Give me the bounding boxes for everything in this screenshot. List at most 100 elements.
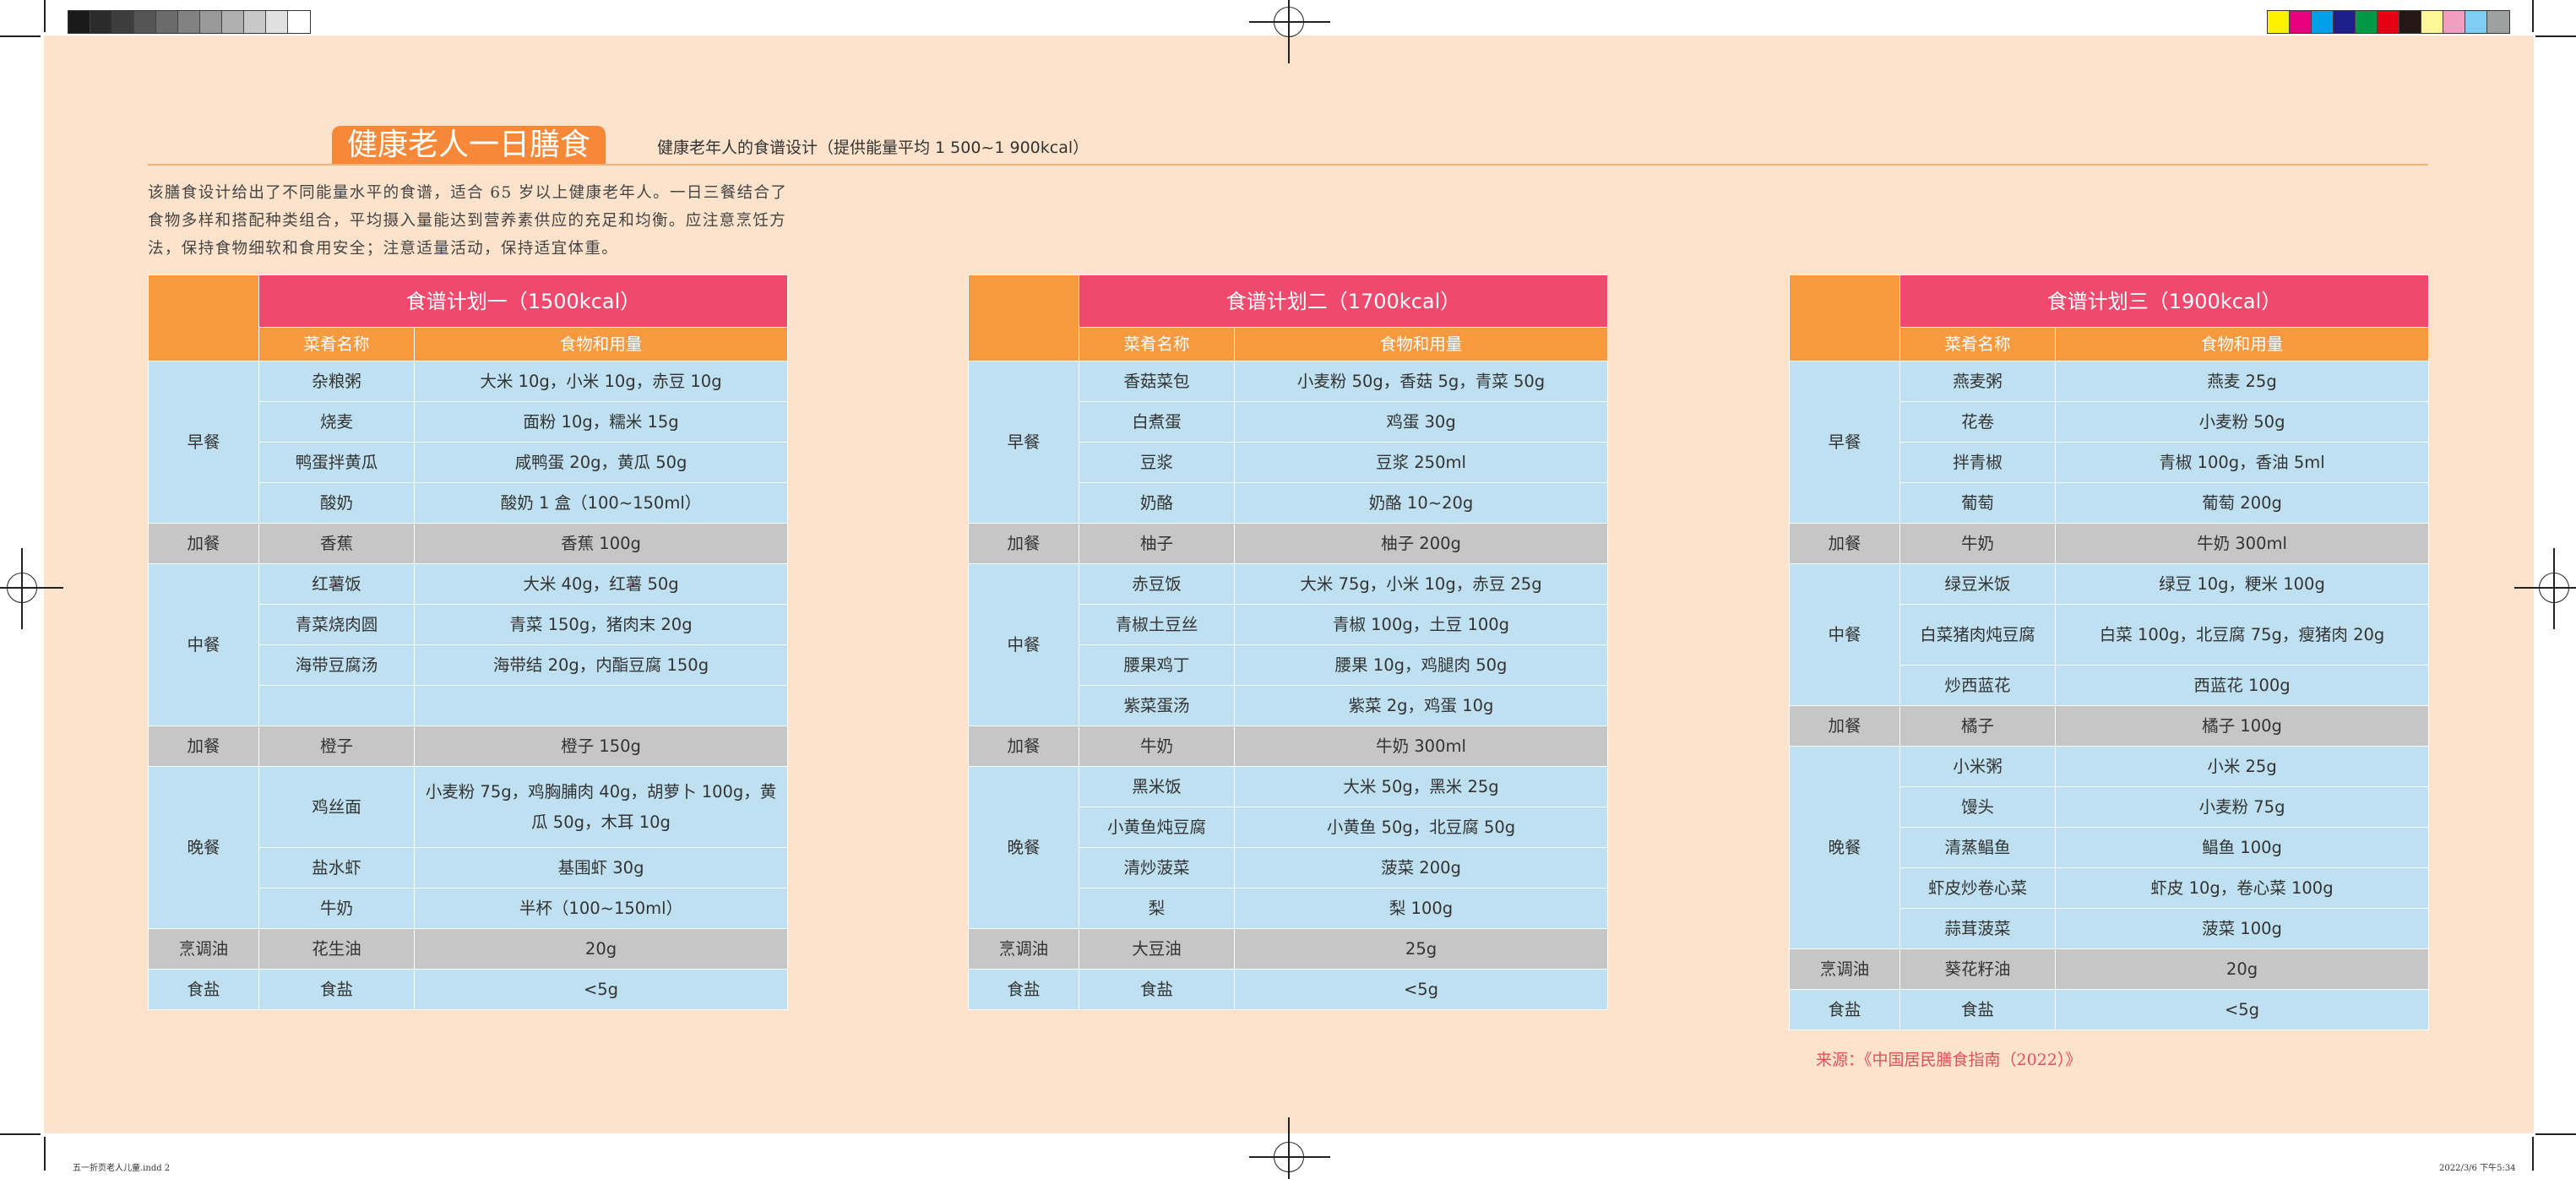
column-header-food: 食物和用量 bbox=[413, 327, 789, 361]
food-cell: 咸鸭蛋 20g，黄瓜 50g bbox=[413, 442, 789, 483]
dish-cell: 赤豆饭 bbox=[1079, 563, 1235, 605]
meal-cell: 晚餐 bbox=[968, 766, 1079, 929]
dish-cell: 牛奶 bbox=[1079, 725, 1235, 767]
meal-plan-table-1: 食谱计划一（1500kcal） 菜肴名称 食物和用量 早餐 杂粮粥 大米 10g，小米 1… bbox=[148, 274, 789, 1010]
table-row: 梨梨 100g bbox=[969, 888, 1609, 929]
dish-cell: 奶酪 bbox=[1079, 482, 1235, 524]
food-cell: 菠菜 200g bbox=[1233, 847, 1609, 888]
food-cell: <5g bbox=[413, 969, 789, 1010]
meal-cell: 食盐 bbox=[968, 969, 1079, 1010]
table-row: 拌青椒 青椒 100g，香油 5ml bbox=[1790, 442, 2430, 483]
table-row: 酸奶 酸奶 1 盒（100~150ml） bbox=[149, 482, 789, 524]
color-swatch bbox=[222, 11, 244, 33]
table-row: 中餐 红薯饭 大米 40g，红薯 50g bbox=[148, 563, 789, 726]
table-row: 加餐 橘子 橘子 100g bbox=[1789, 705, 2430, 747]
dish-cell: 橘子 bbox=[1899, 705, 2056, 747]
meal-cell: 中餐 bbox=[968, 563, 1079, 726]
meal-cell: 早餐 bbox=[968, 361, 1079, 524]
food-cell: 柚子 200g bbox=[1233, 523, 1609, 564]
plan-title: 食谱计划一（1500kcal） bbox=[258, 274, 789, 328]
meal-cell: 加餐 bbox=[968, 523, 1079, 564]
table-row bbox=[149, 685, 789, 726]
meal-cell: 加餐 bbox=[148, 523, 259, 564]
dish-cell: 小黄鱼炖豆腐 bbox=[1079, 807, 1235, 848]
dish-cell: 大豆油 bbox=[1079, 928, 1235, 970]
color-swatch bbox=[2465, 11, 2487, 33]
dish-cell: 青菜烧肉圆 bbox=[258, 604, 415, 645]
column-header-row: 菜肴名称 食物和用量 bbox=[1790, 327, 2430, 361]
food-cell: 大米 50g，黑米 25g bbox=[1233, 766, 1609, 807]
food-cell: 青椒 100g，土豆 100g bbox=[1233, 604, 1609, 645]
dish-cell: 柚子 bbox=[1079, 523, 1235, 564]
meal-cell: 中餐 bbox=[1789, 563, 1900, 706]
food-cell: 菠菜 100g bbox=[2054, 908, 2430, 949]
food-cell: 小麦粉 75g，鸡胸脯肉 40g，胡萝卜 100g，黄瓜 50g，木耳 10g bbox=[413, 766, 789, 848]
table-row: 青菜烧肉圆 青菜 150g，猪肉末 20g bbox=[149, 604, 789, 645]
meal-cell: 早餐 bbox=[148, 361, 259, 524]
color-swatch bbox=[2356, 11, 2378, 33]
meal-cell: 中餐 bbox=[148, 563, 259, 726]
table-row: 早餐 杂粮粥 大米 10g，小米 10g，赤豆 10g bbox=[148, 361, 789, 524]
food-cell: 小麦粉 75g bbox=[2054, 786, 2430, 828]
meal-cell: 烹调油 bbox=[1789, 948, 1900, 990]
color-swatch bbox=[2268, 11, 2290, 33]
color-swatch bbox=[2421, 11, 2443, 33]
food-cell: 鸡蛋 30g bbox=[1233, 401, 1609, 443]
meal-plan-table-3: 食谱计划三（1900kcal） 菜肴名称 食物和用量 早餐 燕麦粥 燕麦 25g 花卷 小麦粉… bbox=[1789, 274, 2430, 1030]
plan-title: 食谱计划三（1900kcal） bbox=[1899, 274, 2430, 328]
process-color-bar bbox=[2267, 10, 2510, 34]
color-swatch bbox=[2487, 11, 2509, 33]
food-cell: 牛奶 300ml bbox=[1233, 725, 1609, 767]
food-cell: 20g bbox=[413, 928, 789, 970]
slug-filename: 五一折页老人儿童.indd 2 bbox=[73, 1164, 171, 1173]
table-row: 晚餐 鸡丝面 小麦粉 75g，鸡胸脯肉 40g，胡萝卜 100g，黄瓜 50g，木耳… bbox=[148, 766, 789, 929]
dish-cell: 香菇菜包 bbox=[1079, 361, 1235, 402]
food-cell: 海带结 20g，内酯豆腐 150g bbox=[413, 644, 789, 686]
color-swatch bbox=[244, 11, 266, 33]
meal-cell: 加餐 bbox=[968, 725, 1079, 767]
table-row: 蒜茸菠菜 菠菜 100g bbox=[1790, 908, 2430, 949]
table-row: 加餐 香蕉 香蕉 100g bbox=[148, 523, 789, 564]
meal-cell: 晚餐 bbox=[148, 766, 259, 929]
food-cell: 腰果 10g，鸡腿肉 50g bbox=[1233, 644, 1609, 686]
dish-cell: 燕麦粥 bbox=[1899, 361, 2056, 402]
table-row: 腰果鸡丁 腰果 10g，鸡腿肉 50g bbox=[969, 644, 1609, 686]
column-header-food: 食物和用量 bbox=[1233, 327, 1609, 361]
food-cell: 香蕉 100g bbox=[413, 523, 789, 564]
dish-cell: 腰果鸡丁 bbox=[1079, 644, 1235, 686]
meal-cell: 食盐 bbox=[148, 969, 259, 1010]
header-divider bbox=[148, 164, 2428, 166]
page-subtitle: 健康老年人的食谱设计（提供能量平均 1 500~1 900kcal） bbox=[657, 139, 1090, 157]
dish-cell: 牛奶 bbox=[258, 888, 415, 929]
color-swatch bbox=[156, 11, 178, 33]
food-cell: 面粉 10g，糯米 15g bbox=[413, 401, 789, 443]
meal-header-cell bbox=[968, 274, 1079, 361]
table-row: 葡萄 葡萄 200g bbox=[1790, 482, 2430, 524]
registration-mark-bottom bbox=[1249, 1117, 1330, 1179]
table-row: 早餐 香菇菜包 小麦粉 50g，香菇 5g，青菜 50g bbox=[968, 361, 1609, 524]
table-row: 中餐 绿豆米饭 绿豆 10g，粳米 100g bbox=[1789, 563, 2430, 706]
dish-cell: 盐水虾 bbox=[258, 847, 415, 888]
food-cell: 基围虾 30g bbox=[413, 847, 789, 888]
table-row: 牛奶 半杯（100~150ml） bbox=[149, 888, 789, 929]
column-header-dish: 菜肴名称 bbox=[1899, 327, 2056, 361]
dish-cell: 牛奶 bbox=[1899, 523, 2056, 564]
food-cell: 小麦粉 50g，香菇 5g，青菜 50g bbox=[1233, 361, 1609, 402]
color-swatch bbox=[2443, 11, 2465, 33]
dish-cell: 清炒菠菜 bbox=[1079, 847, 1235, 888]
dish-cell bbox=[258, 685, 415, 726]
color-swatch bbox=[200, 11, 222, 33]
food-cell: 鲳鱼 100g bbox=[2054, 827, 2430, 868]
slug-date: 2022/3/6 下午5:34 bbox=[2439, 1164, 2516, 1173]
food-cell bbox=[413, 685, 789, 726]
dish-cell: 鸭蛋拌黄瓜 bbox=[258, 442, 415, 483]
color-swatch bbox=[68, 11, 90, 33]
dish-cell: 白煮蛋 bbox=[1079, 401, 1235, 443]
table-row: 盐水虾 基围虾 30g bbox=[149, 847, 789, 888]
meal-cell: 加餐 bbox=[1789, 705, 1900, 747]
source-note: 来源：《中国居民膳食指南（2022）》 bbox=[1816, 1051, 2082, 1069]
color-swatch bbox=[266, 11, 288, 33]
table-row: 馒头 小麦粉 75g bbox=[1790, 786, 2430, 828]
color-swatch bbox=[2334, 11, 2356, 33]
dish-cell: 黑米饭 bbox=[1079, 766, 1235, 807]
